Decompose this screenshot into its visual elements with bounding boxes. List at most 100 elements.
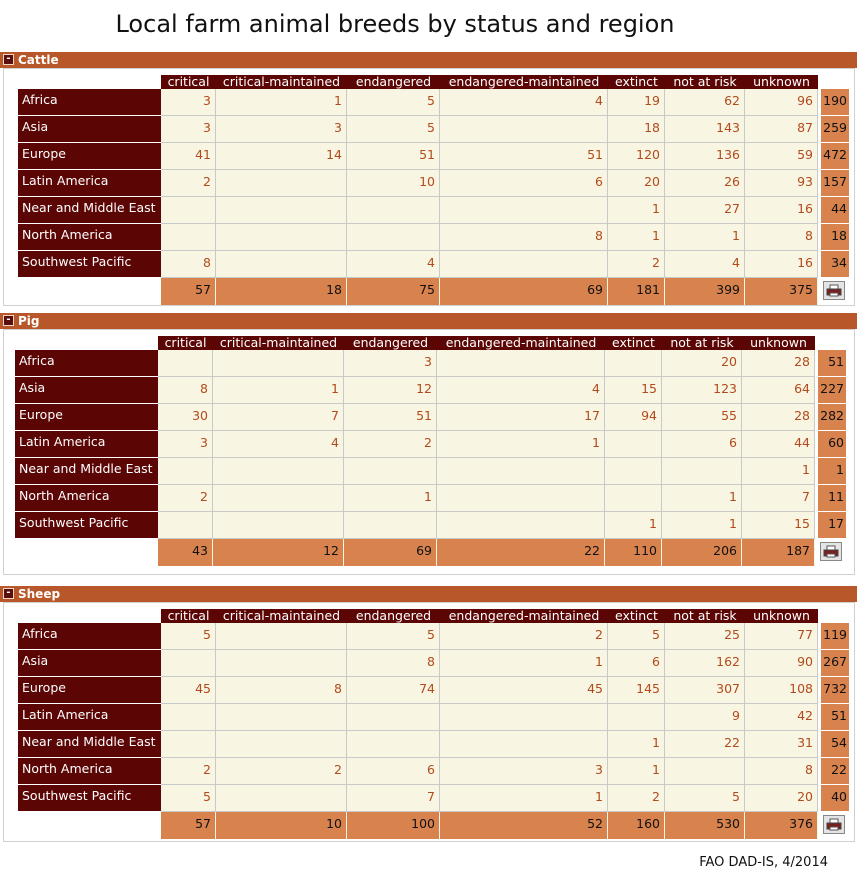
table-cell (662, 458, 742, 485)
table-cell: 8 (440, 224, 608, 251)
table-cell: 143 (665, 116, 745, 143)
row-label: Latin America (18, 170, 161, 197)
section-header-cattle[interactable]: - Cattle (0, 52, 857, 68)
row-label: Europe (18, 677, 161, 704)
table-cell: 64 (742, 377, 815, 404)
table-cell: 16 (745, 251, 818, 278)
row-label: Latin America (15, 431, 158, 458)
column-total: 57 (161, 812, 216, 839)
table-cell: 2 (161, 170, 216, 197)
table-cell (216, 170, 347, 197)
table-cell: 59 (745, 143, 818, 170)
row-total: 34 (821, 251, 849, 278)
collapse-icon[interactable]: - (3, 588, 14, 599)
table-cell (158, 512, 213, 539)
totals-blank (15, 539, 158, 566)
table-cell: 4 (437, 377, 605, 404)
column-header: unknown (745, 609, 818, 623)
row-total: 44 (821, 197, 849, 224)
row-label: Near and Middle East (15, 458, 158, 485)
print-button[interactable] (820, 542, 842, 561)
table-cell: 96 (745, 89, 818, 116)
row-total: 17 (818, 512, 846, 539)
table-cell (437, 512, 605, 539)
table-cell: 1 (608, 197, 665, 224)
column-total: 181 (608, 278, 665, 305)
table-cell: 12 (344, 377, 437, 404)
row-total: 54 (821, 731, 849, 758)
header-blank (818, 609, 849, 623)
column-total: 100 (347, 812, 440, 839)
table-cell (216, 224, 347, 251)
row-total: 282 (818, 404, 846, 431)
table-cell (216, 731, 347, 758)
table-cell: 5 (347, 623, 440, 650)
row-total: 267 (821, 650, 849, 677)
row-label: Asia (15, 377, 158, 404)
column-total: 206 (662, 539, 742, 566)
column-total: 75 (347, 278, 440, 305)
table-cell: 3 (216, 116, 347, 143)
table-cell (158, 458, 213, 485)
table-cell (347, 731, 440, 758)
column-total: 376 (745, 812, 818, 839)
table-cell (437, 458, 605, 485)
section-panel-sheep: critical critical-maintained endangered end… (3, 602, 855, 842)
print-button[interactable] (823, 281, 845, 300)
collapse-icon[interactable]: - (3, 54, 14, 65)
print-button[interactable] (823, 815, 845, 834)
table-cell: 45 (161, 677, 216, 704)
table-cell (437, 350, 605, 377)
row-total: 732 (821, 677, 849, 704)
corner-blank (18, 75, 161, 89)
data-table-sheep: critical critical-maintained endangered end… (18, 609, 849, 839)
table-cell: 26 (665, 170, 745, 197)
section-header-sheep[interactable]: - Sheep (0, 586, 857, 602)
collapse-icon[interactable]: - (3, 315, 14, 326)
section-header-pig[interactable]: - Pig (0, 313, 857, 329)
row-label: Europe (18, 143, 161, 170)
column-header: critical-maintained (216, 609, 347, 623)
table-cell: 2 (608, 251, 665, 278)
table-cell: 74 (347, 677, 440, 704)
table-cell: 41 (161, 143, 216, 170)
table-cell (605, 458, 662, 485)
column-header: extinct (608, 75, 665, 89)
table-cell: 1 (662, 512, 742, 539)
table-cell (213, 458, 344, 485)
table-cell: 10 (347, 170, 440, 197)
table-cell: 5 (347, 89, 440, 116)
table-cell: 3 (161, 116, 216, 143)
table-cell: 90 (745, 650, 818, 677)
table-cell: 2 (440, 623, 608, 650)
table-cell: 5 (665, 785, 745, 812)
print-icon (823, 545, 839, 558)
column-header: extinct (605, 336, 662, 350)
column-total: 57 (161, 278, 216, 305)
table-cell: 22 (665, 731, 745, 758)
table-cell: 1 (662, 485, 742, 512)
table-cell: 3 (440, 758, 608, 785)
page-title: Local farm animal breeds by status and r… (115, 10, 675, 38)
row-label: Near and Middle East (18, 197, 161, 224)
table-cell (440, 704, 608, 731)
table-cell: 15 (742, 512, 815, 539)
print-icon (826, 818, 842, 831)
column-total: 69 (440, 278, 608, 305)
table-cell (605, 485, 662, 512)
row-label: Southwest Pacific (15, 512, 158, 539)
table-cell: 31 (745, 731, 818, 758)
table-cell: 7 (742, 485, 815, 512)
table-cell (213, 350, 344, 377)
section-title: Cattle (18, 53, 59, 67)
column-header: critical (161, 75, 216, 89)
table-cell: 16 (745, 197, 818, 224)
table-cell (347, 197, 440, 224)
print-icon (826, 284, 842, 297)
table-cell: 1 (344, 485, 437, 512)
table-cell: 25 (665, 623, 745, 650)
table-cell: 77 (745, 623, 818, 650)
table-cell: 44 (742, 431, 815, 458)
table-cell: 2 (344, 431, 437, 458)
table-cell (161, 197, 216, 224)
